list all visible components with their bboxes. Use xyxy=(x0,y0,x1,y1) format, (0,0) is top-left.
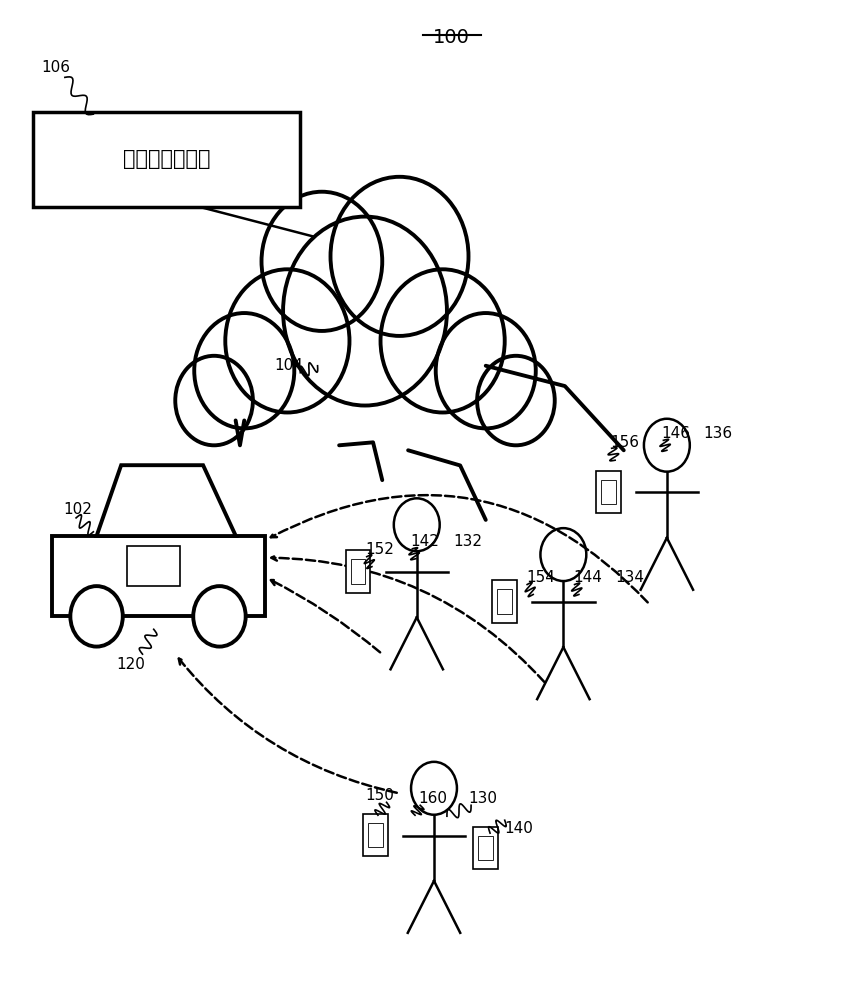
Bar xyxy=(127,546,181,586)
Circle shape xyxy=(261,192,382,331)
Bar xyxy=(351,559,365,584)
Text: 134: 134 xyxy=(615,570,644,585)
Text: 146: 146 xyxy=(661,426,691,441)
Text: 160: 160 xyxy=(418,791,448,806)
Circle shape xyxy=(644,419,690,472)
Circle shape xyxy=(283,217,447,406)
Text: 150: 150 xyxy=(365,788,394,803)
Bar xyxy=(497,589,512,614)
Text: 144: 144 xyxy=(574,570,602,585)
Text: 104: 104 xyxy=(274,358,303,373)
Text: 102: 102 xyxy=(63,502,92,517)
Text: 152: 152 xyxy=(365,542,394,557)
Circle shape xyxy=(477,356,555,445)
Text: 130: 130 xyxy=(469,791,497,806)
Text: 100: 100 xyxy=(433,28,470,47)
Bar xyxy=(478,836,493,860)
Text: 132: 132 xyxy=(453,534,482,549)
Text: 106: 106 xyxy=(42,60,70,75)
Bar xyxy=(345,550,371,593)
Circle shape xyxy=(541,528,586,581)
Circle shape xyxy=(226,269,350,412)
Circle shape xyxy=(436,313,536,428)
Text: 142: 142 xyxy=(410,534,438,549)
Bar xyxy=(492,580,517,623)
FancyBboxPatch shape xyxy=(33,112,300,207)
Bar xyxy=(368,823,383,847)
Circle shape xyxy=(394,498,440,551)
Circle shape xyxy=(194,586,246,647)
Circle shape xyxy=(70,586,122,647)
Circle shape xyxy=(380,269,504,412)
Text: 154: 154 xyxy=(526,570,556,585)
Text: 156: 156 xyxy=(611,435,640,450)
Text: 利用管理服務器: 利用管理服務器 xyxy=(123,149,210,169)
Circle shape xyxy=(175,356,253,445)
Bar xyxy=(601,480,615,504)
Bar xyxy=(51,536,265,616)
Bar xyxy=(363,814,388,856)
Text: 140: 140 xyxy=(504,821,534,836)
Circle shape xyxy=(411,762,457,815)
Bar xyxy=(473,827,498,869)
Bar xyxy=(596,471,621,513)
Circle shape xyxy=(331,177,469,336)
Polygon shape xyxy=(96,465,236,536)
Circle shape xyxy=(194,313,294,428)
Text: 120: 120 xyxy=(116,657,145,672)
Text: 136: 136 xyxy=(703,426,733,441)
